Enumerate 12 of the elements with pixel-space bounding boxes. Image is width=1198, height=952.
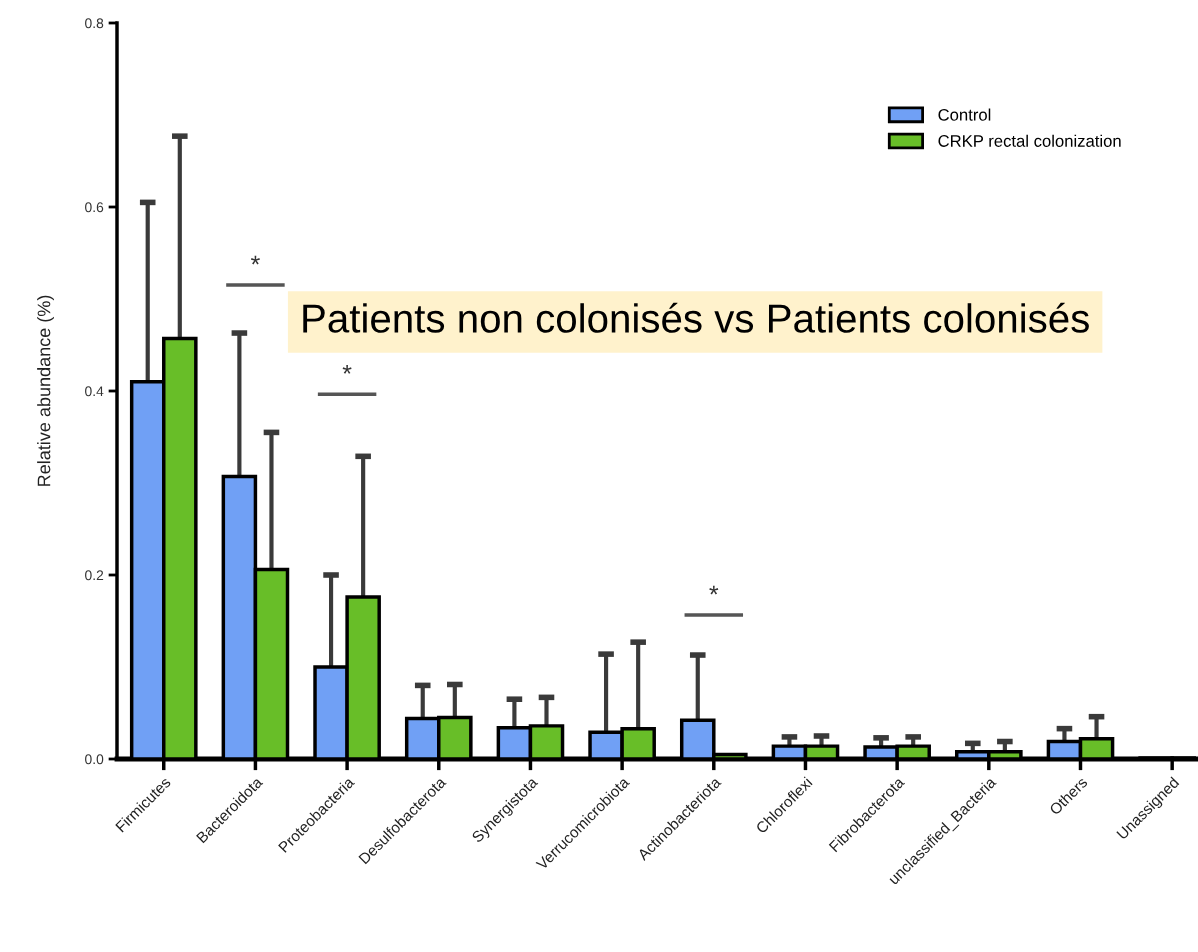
y-tick-label: 0.4: [85, 386, 104, 397]
legend-label: CRKP rectal colonization: [938, 134, 1121, 147]
annotation: *: [709, 585, 719, 595]
y-axis-title: Relative abundance (%): [37, 295, 54, 486]
y-tick-label: 0.2: [85, 570, 104, 581]
annotation: *: [250, 255, 260, 265]
text: Patients non colonisés vs Patients colonisés: [303, 302, 1089, 333]
legend-label: Control: [938, 108, 991, 121]
y-tick-label: 0.6: [85, 202, 104, 213]
y-tick-label: 0.0: [85, 754, 104, 765]
annotation: *: [342, 364, 352, 374]
y-tick-label: 0.8: [85, 18, 104, 29]
